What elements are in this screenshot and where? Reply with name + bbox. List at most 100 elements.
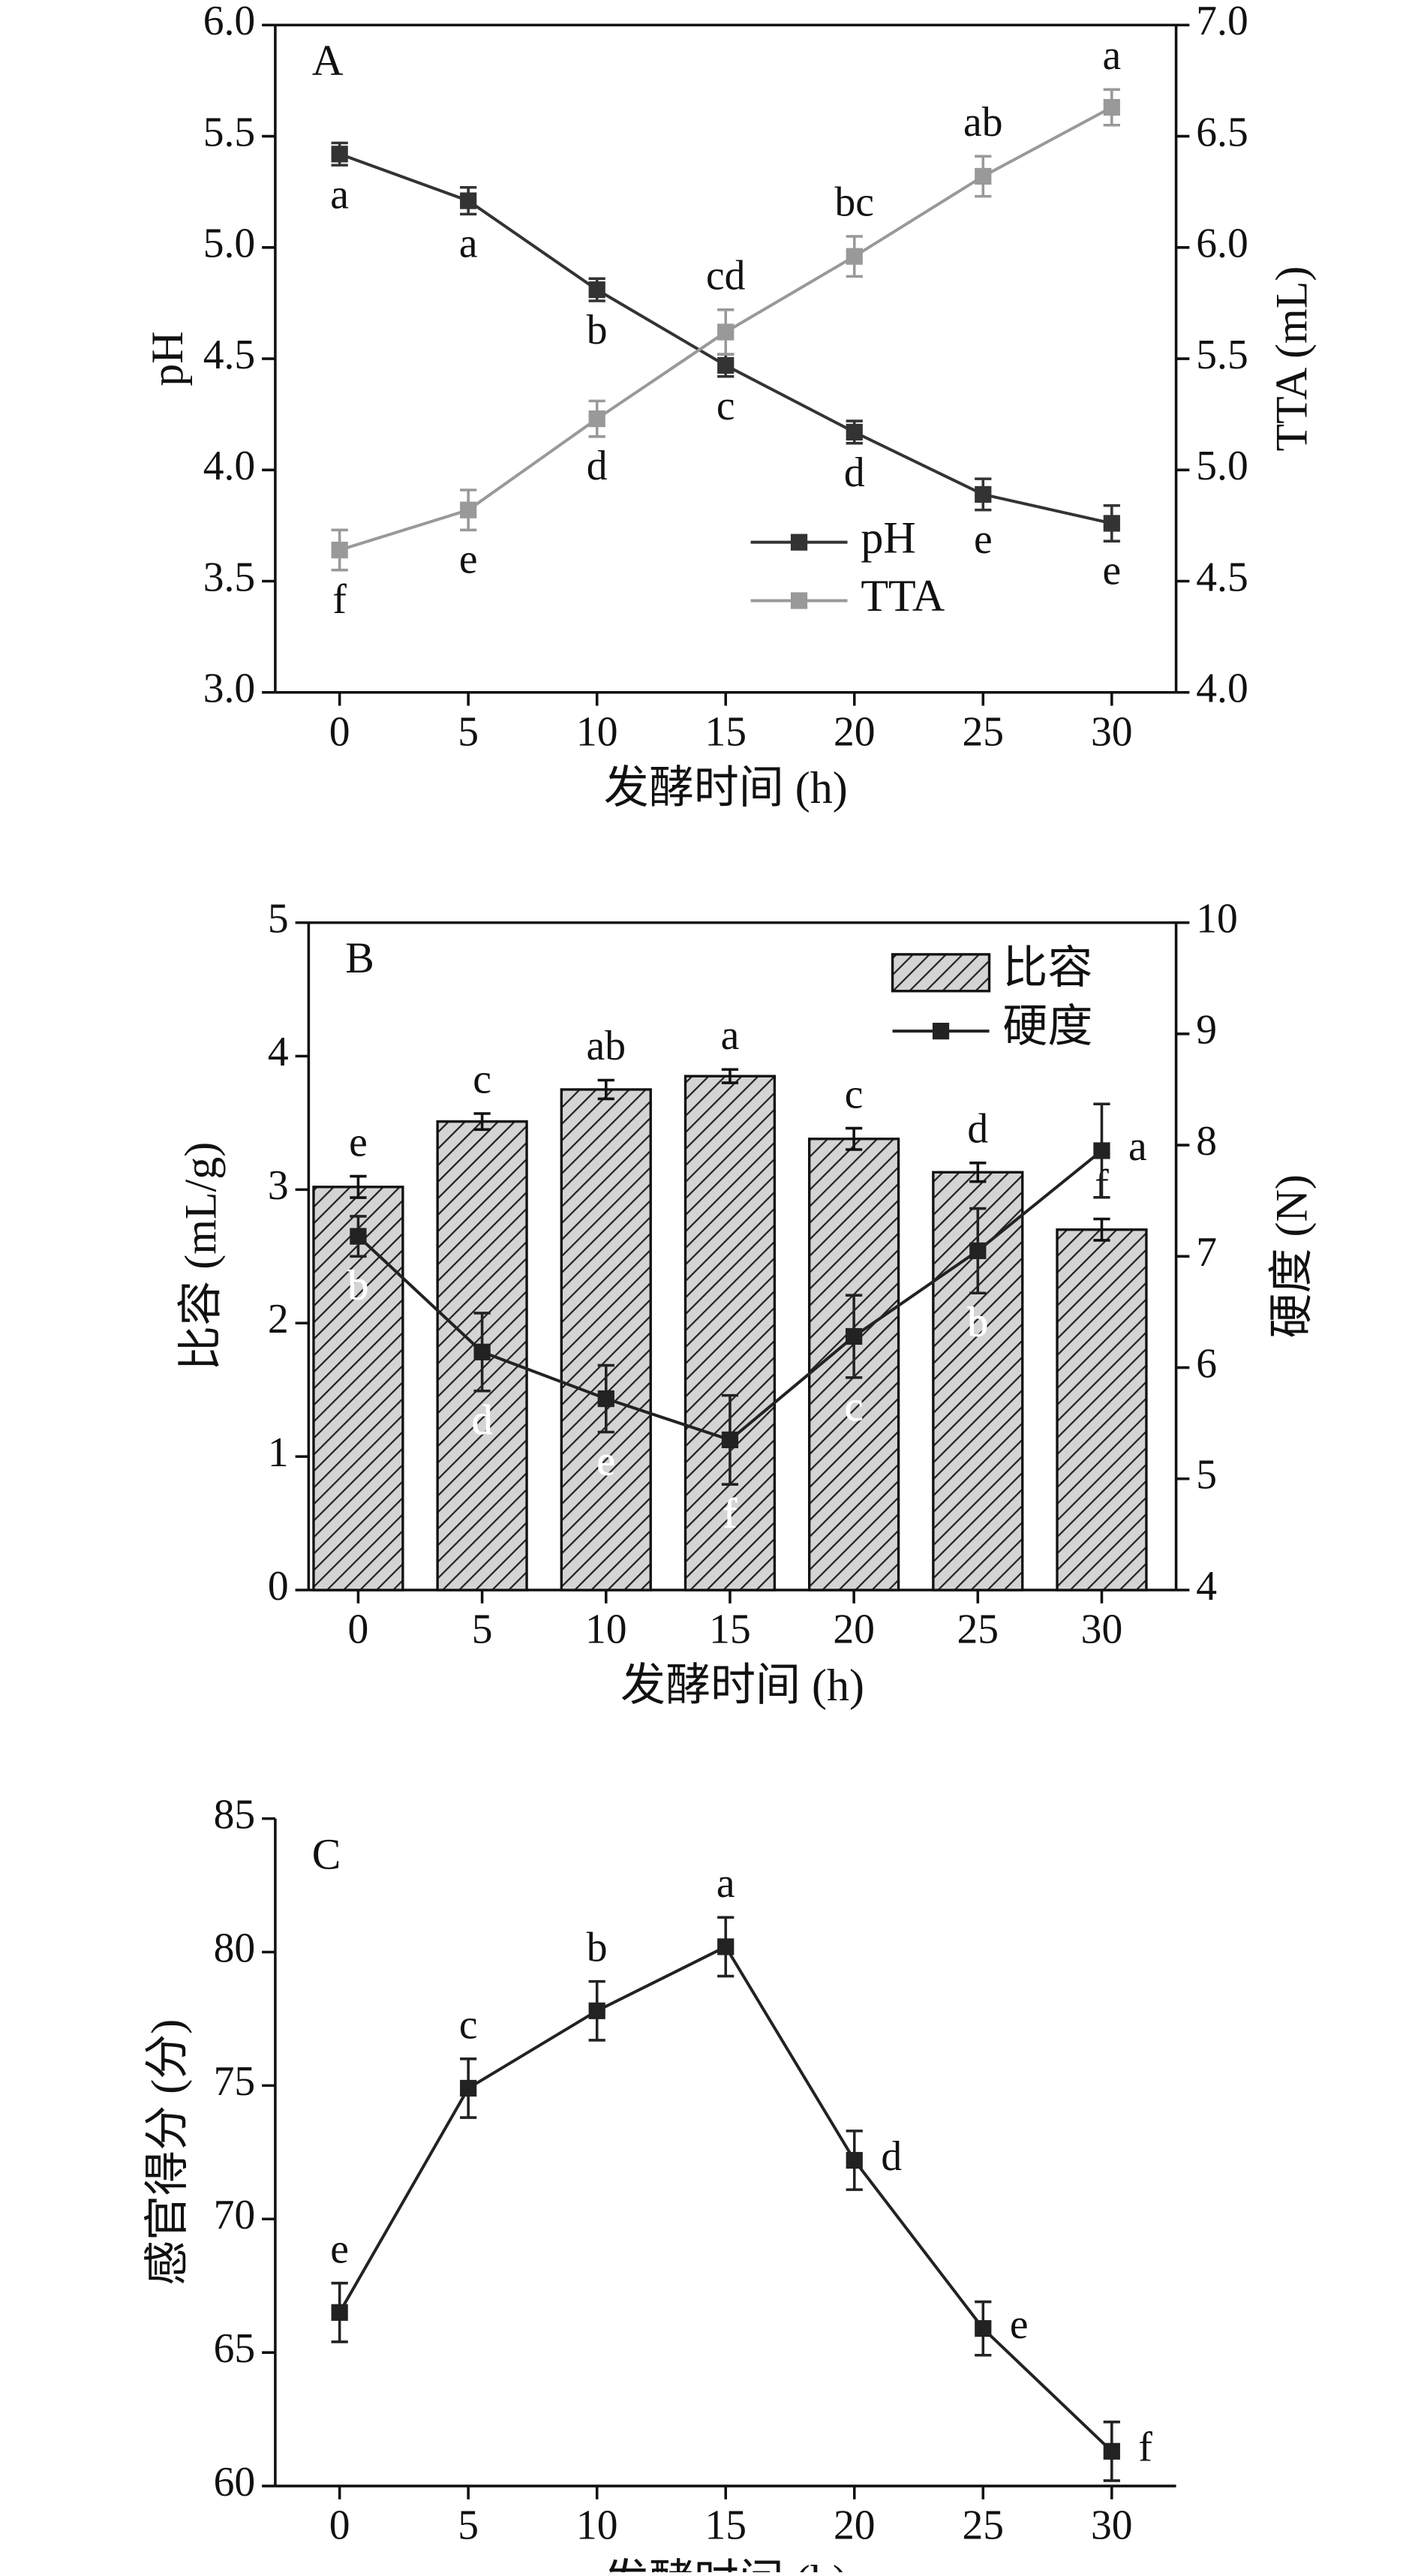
marker bbox=[1093, 1142, 1110, 1159]
significance-letter: e bbox=[1010, 2301, 1029, 2348]
panel-label: A bbox=[312, 36, 344, 85]
significance-letter: a bbox=[1102, 32, 1121, 79]
x-tick-label: 0 bbox=[348, 1607, 369, 1653]
legend-marker bbox=[790, 592, 808, 609]
significance-letter: e bbox=[349, 1119, 368, 1165]
y-axis-label: 感官得分 (分) bbox=[143, 2019, 192, 2286]
x-axis-label: 发酵时间 (h) bbox=[604, 2556, 848, 2572]
y-tick-label: 2 bbox=[268, 1296, 289, 1342]
x-tick-label: 20 bbox=[833, 1607, 875, 1653]
significance-letter: cd bbox=[706, 253, 746, 299]
x-tick-label: 30 bbox=[1091, 2502, 1133, 2549]
significance-letter: d bbox=[881, 2133, 902, 2180]
significance-letter: a bbox=[330, 171, 349, 218]
x-tick-label: 20 bbox=[834, 708, 876, 755]
y-tick-label: 1 bbox=[268, 1429, 289, 1476]
significance-letter: f bbox=[723, 1490, 738, 1537]
marker bbox=[975, 485, 992, 503]
bar bbox=[1056, 1228, 1148, 1592]
x-tick-label: 25 bbox=[963, 2502, 1005, 2549]
significance-letter: ab bbox=[963, 99, 1002, 146]
y-tick-label: 3.0 bbox=[203, 666, 255, 712]
x-tick-label: 10 bbox=[585, 1607, 627, 1653]
marker bbox=[1103, 515, 1120, 532]
significance-letter: e bbox=[330, 2226, 349, 2272]
y-tick-label: 80 bbox=[214, 1925, 256, 1971]
significance-letter: e bbox=[974, 516, 993, 563]
y-axis-label: pH bbox=[143, 331, 192, 386]
marker bbox=[717, 1938, 735, 1955]
error-bar bbox=[969, 1162, 987, 1183]
x-tick-label: 5 bbox=[458, 2502, 479, 2549]
y-tick-label: 3 bbox=[268, 1162, 289, 1209]
significance-letter: c bbox=[845, 1071, 864, 1117]
x-tick-label: 30 bbox=[1091, 708, 1133, 755]
y-tick-label: 5.5 bbox=[203, 109, 255, 155]
marker bbox=[331, 146, 348, 163]
significance-letter: d bbox=[472, 1397, 493, 1444]
panel-label: B bbox=[345, 933, 374, 982]
y-tick-label: 5.0 bbox=[203, 221, 255, 267]
x-tick-label: 30 bbox=[1081, 1607, 1123, 1653]
significance-letter: b bbox=[967, 1299, 988, 1345]
significance-letter: d bbox=[587, 443, 608, 489]
legend-label: pH bbox=[861, 512, 915, 562]
significance-letter: c bbox=[717, 383, 735, 429]
y2-tick-label: 4.5 bbox=[1196, 554, 1248, 600]
panel-label: C bbox=[312, 1829, 341, 1878]
y-tick-label: 3.5 bbox=[203, 554, 255, 600]
error-bar bbox=[597, 1078, 614, 1101]
y2-tick-label: 6.5 bbox=[1196, 109, 1248, 155]
marker bbox=[473, 1343, 491, 1360]
marker bbox=[969, 1242, 987, 1260]
marker bbox=[1103, 2442, 1120, 2460]
significance-letter: e bbox=[596, 1438, 615, 1485]
x-tick-label: 15 bbox=[709, 1607, 751, 1653]
x-tick-label: 25 bbox=[963, 708, 1005, 755]
significance-letter: a bbox=[1128, 1123, 1147, 1170]
significance-letter: d bbox=[967, 1106, 988, 1153]
y2-tick-label: 5.5 bbox=[1196, 332, 1248, 378]
error-bar bbox=[1093, 1217, 1110, 1242]
panel: 0 1 2 3 4 5 4 5 6 7 8 9 10 0 5 10 15 20 25 30 发酵时间 (h) 比容 (mL… bbox=[176, 895, 1316, 1710]
y2-tick-label: 7.0 bbox=[1196, 0, 1248, 44]
significance-letter: c bbox=[473, 1057, 491, 1103]
marker bbox=[975, 167, 992, 185]
marker bbox=[846, 1327, 863, 1345]
marker bbox=[350, 1228, 367, 1245]
x-tick-label: 15 bbox=[704, 708, 747, 755]
y2-axis-label: 硬度 (N) bbox=[1266, 1174, 1316, 1338]
y2-tick-label: 7 bbox=[1196, 1229, 1217, 1276]
y-tick-label: 75 bbox=[214, 2058, 256, 2105]
y2-tick-label: 6 bbox=[1196, 1340, 1217, 1387]
y2-tick-label: 5.0 bbox=[1196, 443, 1248, 489]
legend-label: TTA bbox=[861, 571, 945, 621]
x-tick-label: 0 bbox=[329, 2502, 350, 2549]
y2-tick-label: 10 bbox=[1196, 895, 1238, 942]
significance-letter: d bbox=[844, 449, 865, 496]
y-tick-label: 5 bbox=[268, 895, 289, 942]
significance-letter: a bbox=[717, 1860, 735, 1907]
significance-letter: f bbox=[1138, 2424, 1152, 2471]
significance-letter: a bbox=[721, 1012, 740, 1059]
marker bbox=[588, 410, 605, 428]
marker bbox=[460, 192, 477, 209]
x-axis-label: 发酵时间 (h) bbox=[604, 763, 848, 813]
significance-letter: c bbox=[459, 2002, 478, 2048]
marker bbox=[846, 248, 863, 265]
error-bar bbox=[350, 1174, 367, 1199]
marker bbox=[588, 281, 605, 299]
marker bbox=[717, 356, 735, 374]
panel: 3.0 3.5 4.0 4.5 5.0 5.5 6.0 4.0 4.5 5.0 5.5 6.0 6.5 7… bbox=[143, 0, 1317, 813]
marker bbox=[717, 323, 735, 341]
x-tick-label: 20 bbox=[834, 2502, 876, 2549]
marker bbox=[846, 2151, 863, 2169]
marker bbox=[721, 1431, 739, 1449]
marker bbox=[331, 541, 348, 559]
y2-tick-label: 4 bbox=[1196, 1563, 1217, 1610]
y2-tick-label: 8 bbox=[1196, 1118, 1217, 1165]
significance-letter: ab bbox=[587, 1023, 626, 1069]
y-tick-label: 65 bbox=[214, 2325, 256, 2372]
